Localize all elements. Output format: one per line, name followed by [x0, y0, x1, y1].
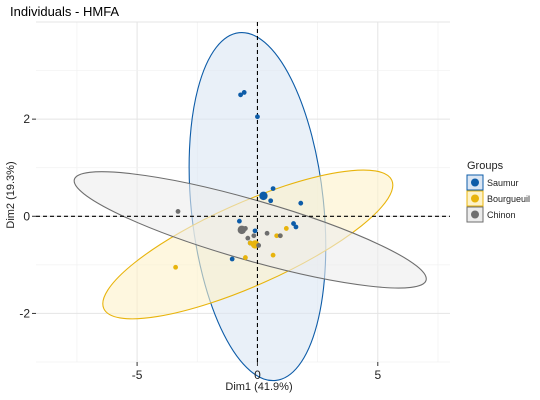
- point-bourgueuil: [173, 265, 178, 270]
- x-tick-label: 0: [254, 368, 261, 382]
- legend-label-saumur: Saumur: [487, 178, 519, 188]
- point-saumur: [271, 186, 276, 191]
- legend-swatch-bourgueuil: [471, 195, 479, 203]
- point-saumur: [230, 257, 235, 262]
- point-chinon: [251, 233, 256, 238]
- y-tick-label: 2: [23, 112, 30, 126]
- confidence-ellipses: [66, 26, 434, 388]
- y-tick-label: 0: [23, 209, 30, 223]
- legend: Groups Saumur Bourgueuil Chinon: [467, 160, 530, 222]
- legend-swatch-saumur: [471, 179, 479, 187]
- point-chinon: [245, 236, 250, 241]
- legend-title: Groups: [467, 160, 504, 172]
- y-tick-label: -2: [19, 306, 30, 320]
- x-tick-label: -5: [132, 368, 143, 382]
- point-saumur: [268, 198, 273, 203]
- point-chinon: [256, 243, 261, 248]
- point-chinon: [176, 209, 181, 214]
- point-saumur: [242, 90, 247, 95]
- point-bourgueuil: [284, 226, 289, 231]
- legend-label-bourgueuil: Bourgueuil: [487, 194, 530, 204]
- point-bourgueuil: [271, 253, 276, 258]
- point-saumur: [237, 219, 242, 224]
- y-axis-title: Dim2 (19.3%): [5, 161, 17, 228]
- centroid-chinon: [238, 226, 246, 234]
- point-saumur: [255, 114, 260, 119]
- x-axis-title: Dim1 (41.9%): [225, 381, 292, 393]
- point-saumur: [298, 201, 303, 206]
- point-saumur: [253, 228, 258, 233]
- legend-label-chinon: Chinon: [487, 210, 516, 220]
- point-chinon: [265, 231, 270, 236]
- centroid-saumur: [259, 192, 267, 200]
- point-bourgueuil: [243, 255, 248, 260]
- x-tick-label: 5: [374, 368, 381, 382]
- legend-swatch-chinon: [471, 211, 479, 219]
- chart-title: Individuals - HMFA: [10, 4, 119, 19]
- point-saumur: [291, 221, 296, 226]
- point-chinon: [278, 233, 283, 238]
